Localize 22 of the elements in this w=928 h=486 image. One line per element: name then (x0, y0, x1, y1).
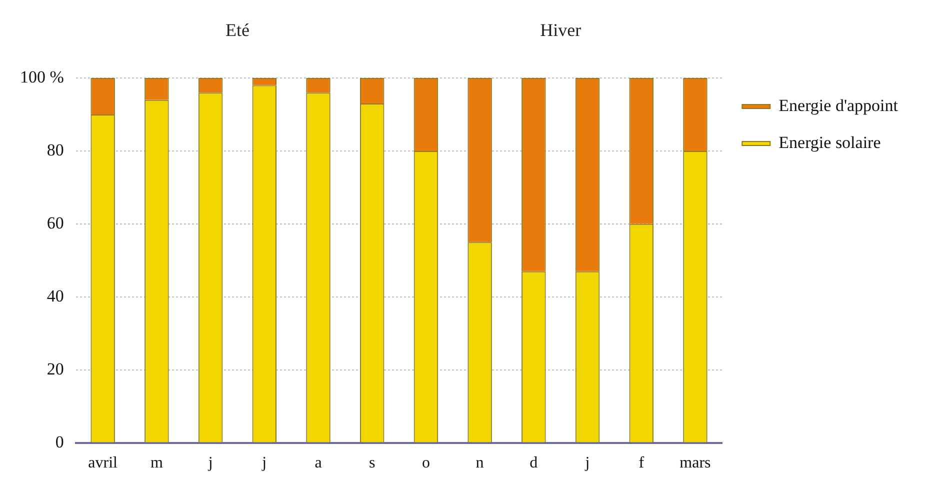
x-tick-label: n (476, 454, 484, 472)
y-tick-label: 100 % (20, 67, 64, 86)
y-tick-label: 20 (46, 359, 64, 378)
legend-label: Energie d'appoint (778, 96, 898, 115)
text: Eté (225, 20, 250, 40)
y-tick-label: 80 (46, 140, 64, 160)
x-tick-label: j (584, 454, 590, 472)
y-tick-label: 60 (46, 213, 64, 232)
y-tick-label: 40 (46, 286, 64, 306)
text: Hiver (540, 20, 582, 40)
x-tick-label: avril (88, 454, 118, 472)
x-tick-label: j (207, 454, 213, 472)
x-tick-label: s (368, 454, 376, 472)
x-tick-label: mars (680, 454, 711, 472)
x-tick-label: a (314, 454, 322, 472)
x-tick-label: m (150, 454, 164, 472)
x-tick-label: j (261, 454, 267, 472)
y-tick-label: 0 (55, 432, 64, 452)
x-tick-label: o (422, 454, 430, 472)
x-tick-label: f (638, 454, 645, 472)
legend-label: Energie solaire (778, 132, 881, 152)
x-tick-label: d (530, 454, 538, 472)
